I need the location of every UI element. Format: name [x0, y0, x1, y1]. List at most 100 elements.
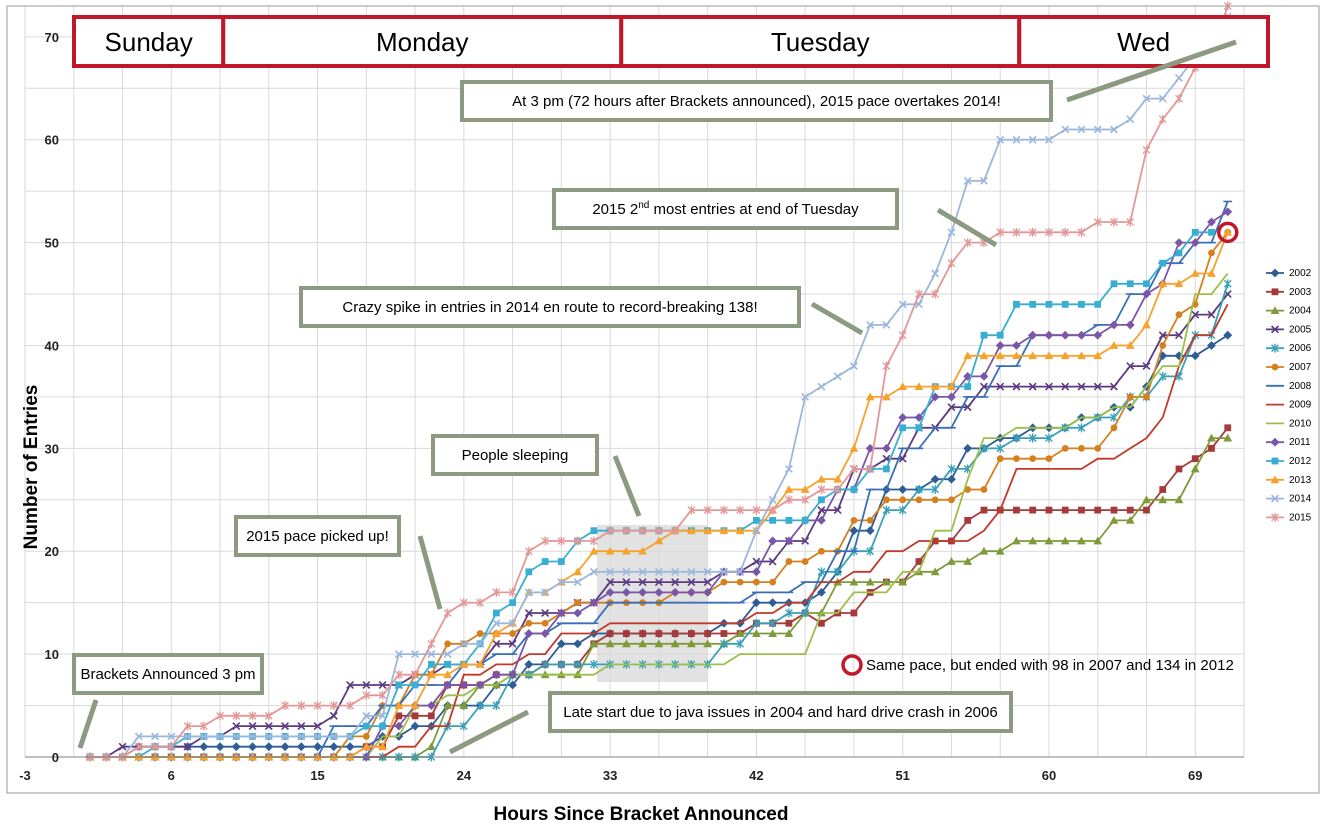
data-point: [1125, 320, 1135, 330]
data-point: [996, 455, 1004, 463]
legend-item-2008: 2008: [1266, 381, 1312, 392]
data-point: [768, 629, 778, 637]
data-point: [1110, 280, 1118, 288]
data-point: [606, 578, 615, 587]
annotation-box: [460, 80, 1053, 122]
data-point: [801, 392, 810, 401]
data-point: [1143, 393, 1150, 401]
data-point: [394, 670, 403, 680]
data-point: [866, 546, 875, 556]
data-point: [930, 474, 940, 484]
annotation-callout-line: [448, 709, 530, 755]
data-point: [395, 681, 403, 689]
x-tick-label: 51: [895, 768, 909, 783]
data-point: [491, 629, 501, 637]
data-point: [394, 721, 404, 731]
data-point: [329, 732, 338, 741]
data-point: [183, 721, 192, 731]
data-point: [589, 567, 598, 576]
data-point: [914, 382, 924, 391]
data-point: [394, 650, 403, 659]
data-point: [1077, 227, 1086, 237]
data-point: [768, 495, 777, 504]
data-point: [655, 630, 663, 637]
data-point: [930, 392, 940, 402]
legend-label: 2004: [1289, 306, 1312, 317]
data-point: [703, 567, 712, 576]
data-point: [1208, 444, 1215, 452]
data-point: [1158, 94, 1167, 103]
data-point: [313, 742, 322, 752]
data-point: [1126, 217, 1135, 227]
data-point: [800, 485, 810, 493]
data-point: [541, 660, 550, 669]
data-point: [899, 424, 907, 432]
data-point: [1110, 424, 1118, 432]
data-point: [1077, 536, 1086, 545]
data-point: [606, 567, 615, 576]
data-point: [915, 485, 923, 494]
data-point: [378, 681, 387, 689]
data-point: [947, 403, 956, 412]
y-tick-label: 40: [45, 338, 59, 353]
data-point: [915, 289, 923, 299]
data-point: [979, 546, 989, 555]
data-point: [1028, 382, 1037, 391]
data-point: [947, 258, 956, 268]
data-point: [817, 474, 826, 483]
data-point: [394, 701, 404, 709]
data-point: [444, 640, 451, 648]
data-point: [1028, 351, 1038, 360]
data-point: [1028, 536, 1038, 545]
data-point: [833, 485, 842, 494]
data-point: [719, 526, 729, 535]
data-point: [833, 474, 843, 483]
data-point: [475, 660, 485, 668]
annotation-text: Brackets Announced 3 pm: [80, 666, 255, 683]
data-point: [1061, 444, 1069, 452]
data-point: [1142, 362, 1151, 371]
data-point: [1142, 94, 1151, 103]
legend-item-2003: 2003: [1266, 287, 1312, 298]
data-point: [654, 567, 663, 576]
data-point: [735, 526, 745, 535]
data-point: [947, 392, 956, 402]
data-point: [264, 742, 274, 752]
data-point: [865, 526, 875, 536]
data-point: [1093, 217, 1102, 227]
annotation-callout-line: [936, 207, 998, 248]
data-point: [199, 742, 209, 752]
data-point: [329, 711, 338, 720]
data-point: [346, 681, 355, 689]
legend-label: 2006: [1289, 343, 1312, 354]
day-band-tuesday: [619, 15, 1022, 68]
data-point: [654, 526, 663, 536]
data-point: [1029, 455, 1037, 463]
data-point: [1207, 433, 1216, 442]
data-point: [638, 587, 648, 597]
data-point: [785, 608, 793, 618]
data-point: [850, 464, 858, 474]
data-point: [297, 701, 306, 710]
x-tick-label: 15: [310, 768, 324, 783]
annotation-box: [234, 515, 401, 557]
data-point: [752, 505, 761, 515]
data-point: [248, 722, 257, 731]
data-point: [720, 578, 728, 586]
legend-item-2013: 2013: [1266, 475, 1312, 486]
data-point: [833, 506, 842, 515]
x-tick-label: 60: [1042, 768, 1056, 783]
legend-item-2015: 2015: [1266, 512, 1312, 523]
annotation-box: [299, 286, 801, 328]
annotation-text: At 3 pm (72 hours after Brackets announc…: [512, 93, 1001, 110]
data-point: [947, 228, 956, 237]
legend-item-2010: 2010: [1266, 418, 1312, 429]
data-point: [931, 485, 940, 494]
data-point: [1060, 351, 1070, 360]
data-point: [1078, 506, 1085, 514]
data-point: [687, 578, 696, 587]
data-point: [801, 516, 809, 524]
data-point: [768, 557, 777, 566]
data-point: [930, 567, 940, 576]
data-point: [1224, 424, 1232, 432]
